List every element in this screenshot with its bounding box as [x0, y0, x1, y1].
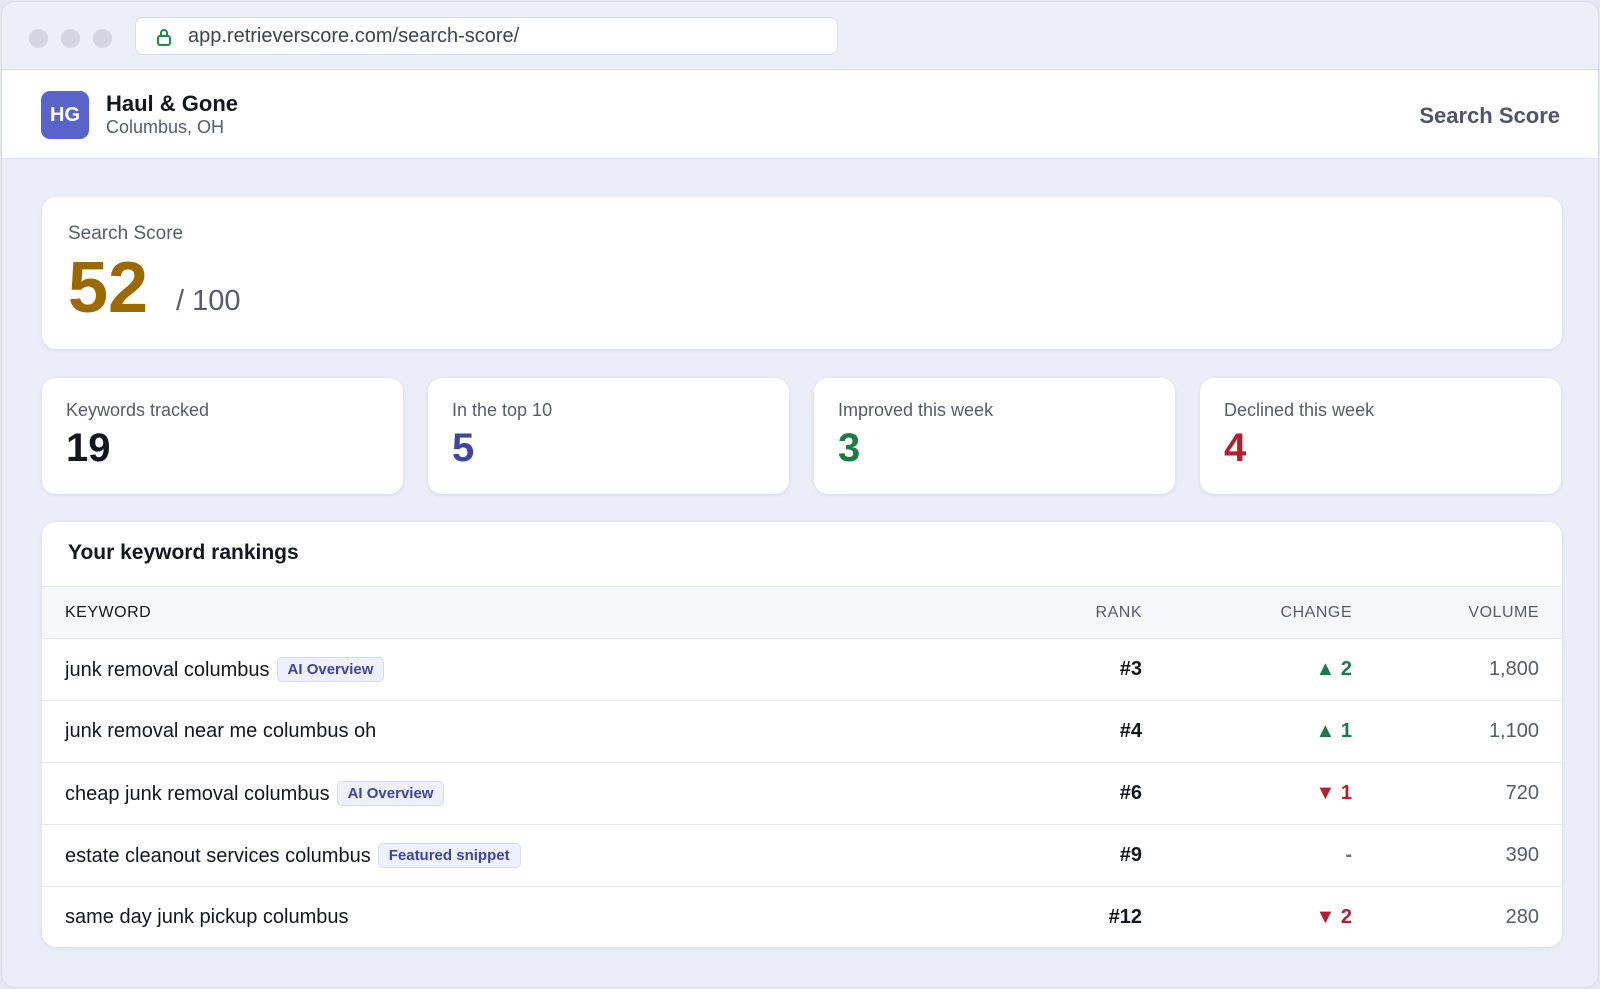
search-volume: 1,800	[1488, 658, 1539, 680]
nav-link[interactable]: Search Score	[1419, 103, 1560, 128]
rank: #6	[1119, 782, 1142, 804]
business-name: Haul & Gone	[106, 91, 239, 116]
table-row: junk removal columbus AI Overview #3 ▲ 2 1,8…	[42, 639, 1562, 701]
column-header: CHANGE	[1280, 603, 1352, 621]
window-button[interactable]	[61, 29, 80, 48]
lock-icon	[157, 29, 171, 46]
rank: #12	[1108, 906, 1142, 928]
stat-label: Keywords tracked	[66, 400, 210, 420]
table-title: Your keyword rankings	[42, 522, 1562, 587]
keyword: same day junk pickup columbus	[65, 906, 349, 928]
table-row: cheap junk removal columbus AI Overview #6…	[42, 763, 1562, 825]
url: app.retrieverscore.com/search-score/	[188, 25, 520, 47]
column-header: KEYWORD	[65, 603, 152, 621]
table-row: junk removal near me columbus oh #4 ▲ 1 1,1…	[42, 701, 1562, 763]
keyword-cell: estate cleanout services columbus Feature…	[42, 843, 1002, 868]
stat-label: Declined this week	[1224, 400, 1375, 420]
search-volume: 280	[1505, 906, 1539, 928]
score-max: / 100	[176, 285, 241, 317]
table-row: same day junk pickup columbus #12 ▼ 2 280	[42, 887, 1562, 947]
column-header: RANK	[1095, 603, 1142, 621]
table-row: estate cleanout services columbus Feature…	[42, 825, 1562, 887]
stat-card: In the top 10 5	[428, 378, 789, 494]
stat-card: Keywords tracked 19	[42, 378, 403, 494]
stat-card: Improved this week 3	[814, 378, 1175, 494]
stat-label: In the top 10	[452, 400, 553, 420]
window-button[interactable]	[29, 29, 48, 48]
keyword: junk removal near me columbus oh	[65, 720, 377, 742]
keyword: cheap junk removal columbus	[65, 783, 330, 805]
search-volume: 390	[1505, 844, 1539, 866]
stat-value: 19	[66, 426, 111, 470]
stat-value: 3	[838, 426, 861, 470]
rank: #3	[1119, 658, 1142, 680]
window-button[interactable]	[93, 29, 112, 48]
keyword-cell: junk removal near me columbus oh	[42, 720, 1002, 743]
serp-feature-badge: AI Overview	[276, 657, 385, 682]
keyword-cell: junk removal columbus AI Overview	[42, 657, 1002, 682]
rank: #9	[1119, 844, 1142, 866]
rank: #4	[1119, 720, 1142, 742]
keyword-cell: same day junk pickup columbus	[42, 906, 1002, 929]
column-header: VOLUME	[1468, 603, 1539, 621]
serp-feature-badge: AI Overview	[336, 781, 445, 806]
score-label: Search Score	[68, 223, 184, 244]
score-value: 52	[68, 248, 149, 328]
keyword: junk removal columbus	[65, 659, 270, 681]
score-card: Search Score 52 / 100	[42, 197, 1562, 349]
search-volume: 1,100	[1488, 720, 1539, 742]
browser-chrome: app.retrieverscore.com/search-score/	[2, 2, 1598, 70]
stat-value: 4	[1224, 426, 1247, 470]
rank-change: ▼ 2	[1315, 906, 1352, 928]
stat-value: 5	[452, 426, 475, 470]
stat-card: Declined this week 4	[1200, 378, 1561, 494]
rank-change: -	[1345, 844, 1352, 866]
business-location: Columbus, OH	[106, 117, 225, 137]
serp-feature-badge: Featured snippet	[377, 843, 521, 868]
address-bar[interactable]: app.retrieverscore.com/search-score/	[135, 17, 838, 55]
keyword-cell: cheap junk removal columbus AI Overview	[42, 781, 1002, 806]
table-header: KEYWORD RANK CHANGE VOLUME	[42, 587, 1562, 639]
rank-change: ▲ 1	[1315, 720, 1352, 742]
logo: HG	[41, 91, 89, 139]
rank-change: ▲ 2	[1315, 658, 1352, 680]
keyword: estate cleanout services columbus	[65, 845, 371, 867]
app-header: HG Haul & Gone Columbus, OH Search Score	[2, 70, 1598, 159]
stat-label: Improved this week	[838, 400, 994, 420]
rank-change: ▼ 1	[1315, 782, 1352, 804]
search-volume: 720	[1505, 782, 1539, 804]
rankings-table: Your keyword rankings KEYWORD RANK CHANGE V…	[42, 522, 1562, 947]
